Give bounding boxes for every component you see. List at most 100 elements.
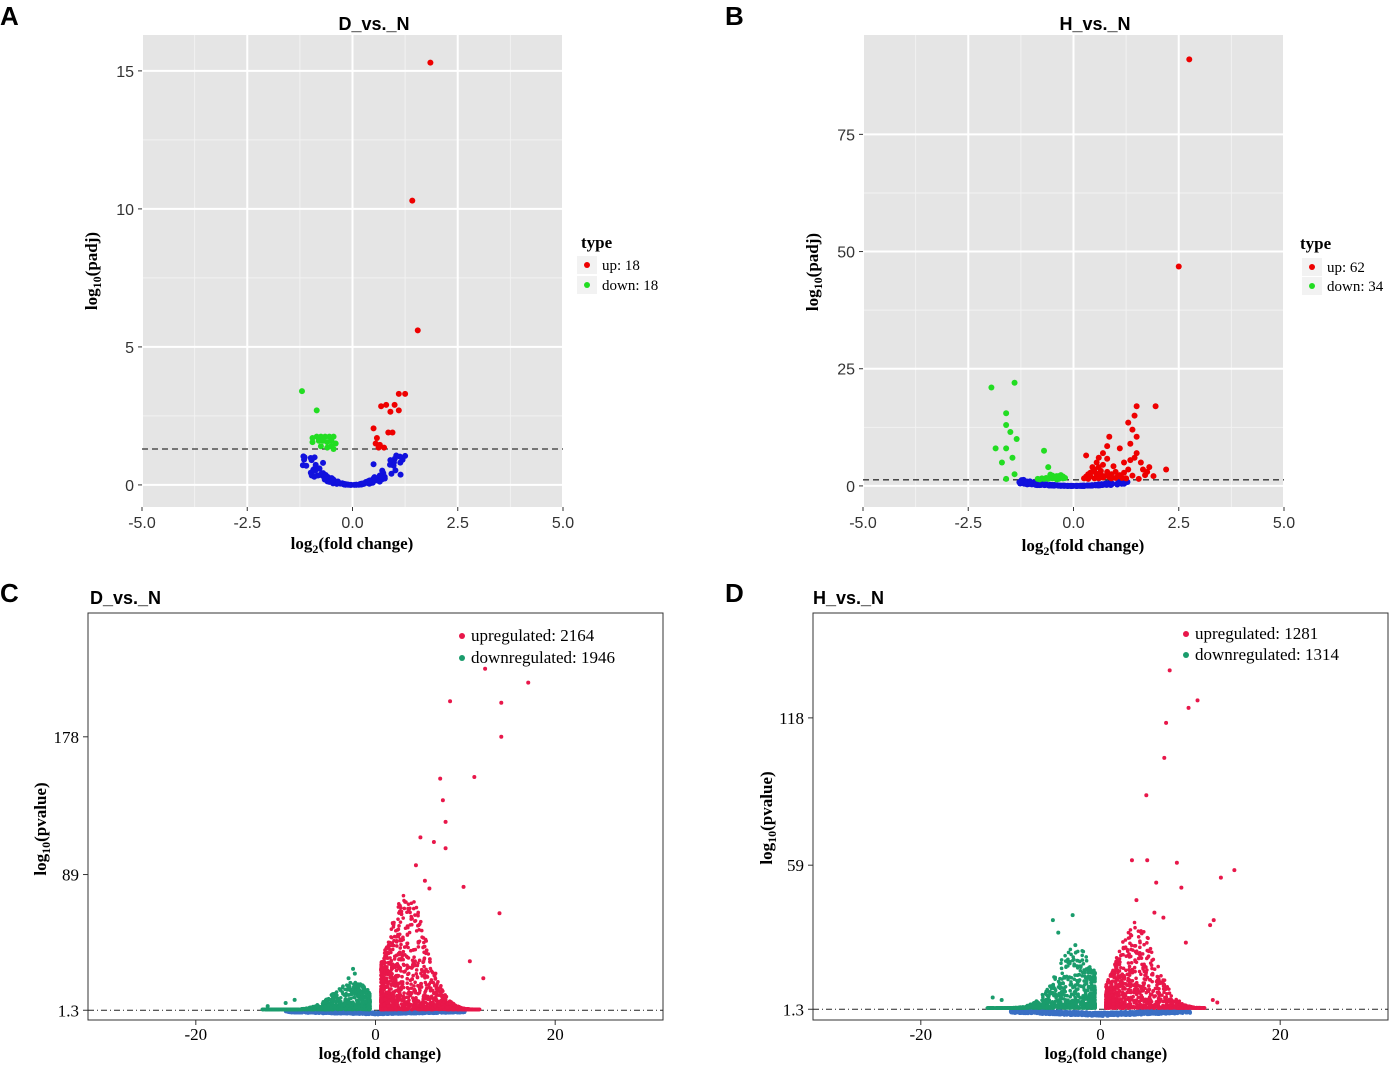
ns-point (1092, 481, 1099, 488)
up-point (394, 939, 399, 943)
ns-point (1050, 482, 1057, 489)
down-point (1070, 998, 1075, 1003)
up-point (1129, 472, 1136, 479)
up-point (1123, 475, 1130, 482)
up-point (1097, 467, 1104, 474)
up-point (384, 946, 389, 951)
ns-point (1016, 479, 1023, 486)
down-point (1060, 971, 1065, 976)
down-point (1081, 961, 1086, 966)
ns-point (1096, 482, 1103, 489)
up-point (379, 994, 383, 998)
up-point (1121, 459, 1128, 466)
x-tick-label: -20 (184, 1025, 207, 1044)
up-point (395, 973, 400, 978)
up-point (421, 959, 426, 964)
up-point (388, 947, 392, 952)
down-point (336, 997, 340, 1002)
up-point (396, 951, 401, 956)
up-point (1112, 468, 1119, 475)
down-point (264, 1007, 269, 1012)
up-point (382, 956, 386, 961)
up-point (389, 935, 394, 940)
ns-point (1085, 1011, 1090, 1016)
down-point (329, 998, 334, 1003)
up-point (1133, 433, 1140, 440)
up-point (386, 981, 390, 985)
down-point (998, 459, 1005, 466)
down-point (1084, 955, 1089, 959)
up-point (411, 973, 415, 978)
ns-point (1166, 1010, 1171, 1015)
ns-point (330, 476, 337, 483)
up-point (1106, 433, 1113, 440)
down-point (1011, 379, 1018, 386)
up-point (429, 978, 434, 982)
up-point (445, 1002, 450, 1006)
up-point (1146, 464, 1153, 471)
up-point (436, 980, 440, 984)
y-tick-label: 15 (116, 64, 134, 81)
up-point (1133, 450, 1140, 457)
up-point (414, 972, 419, 976)
ns-point (388, 470, 395, 477)
up-point (1110, 463, 1117, 470)
down-point (1059, 958, 1064, 962)
up-point (398, 920, 403, 924)
ns-point (348, 1011, 353, 1016)
down-point (1065, 993, 1069, 998)
up-point (437, 1004, 441, 1008)
down-point (346, 976, 351, 981)
up-point (406, 906, 410, 911)
up-point (421, 945, 425, 950)
down-point (1040, 992, 1045, 997)
down-point (1066, 977, 1070, 982)
panel-a-legend: type up: 18 down: 18 (577, 233, 658, 294)
down-point (988, 384, 995, 391)
up-point (413, 980, 417, 985)
up-point (401, 893, 406, 898)
down-point (367, 1004, 372, 1009)
ns-point (340, 481, 347, 488)
up-point (421, 994, 426, 999)
down-point (1041, 447, 1048, 454)
y-tick-label: 59 (787, 856, 804, 875)
up-point (406, 995, 411, 999)
x-tick-label: 0 (371, 1025, 380, 1044)
up-point (433, 1003, 437, 1008)
ns-point (370, 461, 377, 468)
panel-a-legend-down: down: 18 (602, 278, 658, 294)
up-point (422, 956, 427, 961)
up-point (433, 971, 438, 976)
up-point (475, 1007, 480, 1012)
up-point (409, 1002, 413, 1007)
up-point (499, 734, 504, 739)
up-point (1093, 470, 1100, 477)
up-point (1104, 443, 1111, 450)
ns-point (1170, 1011, 1174, 1015)
up-point (429, 969, 434, 973)
down-point (356, 984, 361, 988)
up-point (1116, 445, 1123, 452)
panel-letter-a: A (0, 1, 19, 31)
down-point (1007, 429, 1014, 436)
up-point (416, 923, 421, 927)
y-tick-label: 1.3 (58, 1001, 79, 1020)
down-point (317, 443, 324, 450)
up-point (424, 967, 428, 972)
ns-point (376, 478, 383, 485)
down-point (1003, 445, 1010, 452)
down-point (1084, 958, 1089, 963)
x-tick-label: -2.5 (233, 515, 261, 532)
up-point (440, 798, 445, 803)
legend-upregulated-marker (459, 633, 465, 639)
up-point (497, 911, 502, 916)
up-point (1083, 452, 1090, 459)
up-point (416, 1007, 421, 1012)
down-point (348, 980, 353, 985)
x-tick-label: 0.0 (1062, 515, 1084, 532)
panel-b-legend-title: type (1300, 234, 1332, 253)
up-point (380, 973, 385, 977)
up-point (370, 425, 377, 432)
